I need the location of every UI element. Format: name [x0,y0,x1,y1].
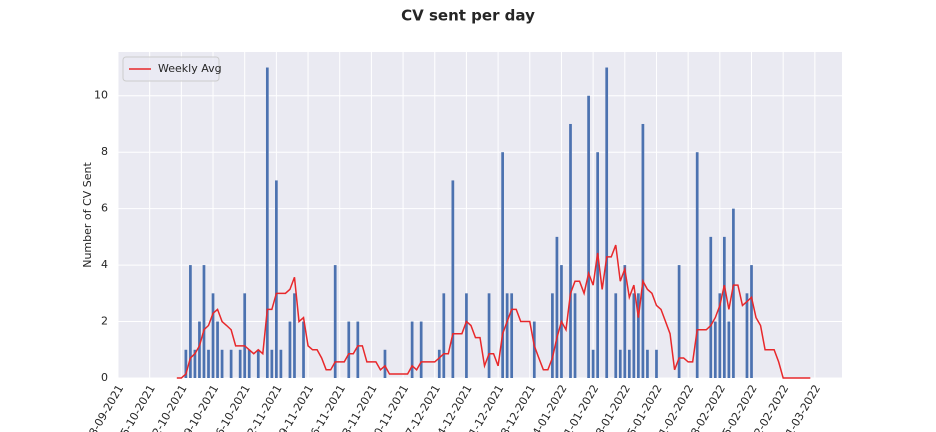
bar [193,349,197,378]
bar [750,265,753,378]
chart-title: CV sent per day [401,7,535,25]
bar [587,95,590,379]
bar [211,293,215,378]
bar [569,123,572,378]
y-tick-label: 2 [101,315,108,328]
y-tick-label: 0 [101,371,108,384]
legend: Weekly Avg [122,56,222,82]
bar [618,349,622,378]
y-tick-label: 8 [101,145,108,158]
legend-label: Weekly Avg [158,62,222,75]
bar [713,321,717,378]
y-axis-label: Number of CV Sent [81,162,94,268]
bar [270,349,274,378]
bar [229,349,233,378]
bar [189,265,192,378]
bar [383,349,387,378]
legend-box [122,56,220,82]
marks [176,67,811,379]
bar [510,293,514,378]
bar [243,293,247,378]
bar [451,180,455,378]
bar [256,349,260,378]
bar [551,293,554,378]
bar [727,321,731,378]
bar [505,293,509,378]
y-tick-label: 6 [101,202,108,215]
bar [288,321,292,378]
bar [596,152,600,378]
bar [637,293,640,378]
bar [655,349,658,378]
bar [646,349,649,378]
bar [202,265,206,378]
bar [722,236,726,378]
bar [591,349,595,378]
bar [302,321,305,378]
bar [573,293,577,378]
line [176,244,811,379]
bar [279,349,283,378]
bar [627,349,631,378]
bar [487,293,491,378]
bar [614,293,618,378]
bar [247,349,251,378]
bar [532,321,536,378]
bar [184,349,188,378]
bar [356,321,360,378]
bar [275,180,278,378]
bar [677,265,681,378]
bar [216,321,219,378]
bar [641,123,645,378]
y-tick-label: 4 [101,258,108,271]
bar [632,293,636,378]
bar [410,321,414,378]
plot-area [118,52,842,378]
bar [501,152,504,378]
bar [333,265,337,378]
bar [265,67,269,379]
bar [347,321,351,378]
bar [465,293,468,378]
bar [442,293,446,378]
bar [745,293,749,378]
bar [293,293,296,378]
bar [207,349,210,378]
y-tick-label: 10 [94,89,108,102]
bar [605,67,609,379]
x-tick-label: 28-09-2021 [83,383,126,432]
bar [238,349,242,378]
bar [220,349,224,378]
bar [555,236,559,378]
bar [695,152,699,378]
bar [437,349,441,378]
bar [419,321,423,378]
bar [623,265,627,378]
bar [732,208,735,378]
bar [718,293,722,378]
bar [198,321,201,378]
bar [709,236,713,378]
